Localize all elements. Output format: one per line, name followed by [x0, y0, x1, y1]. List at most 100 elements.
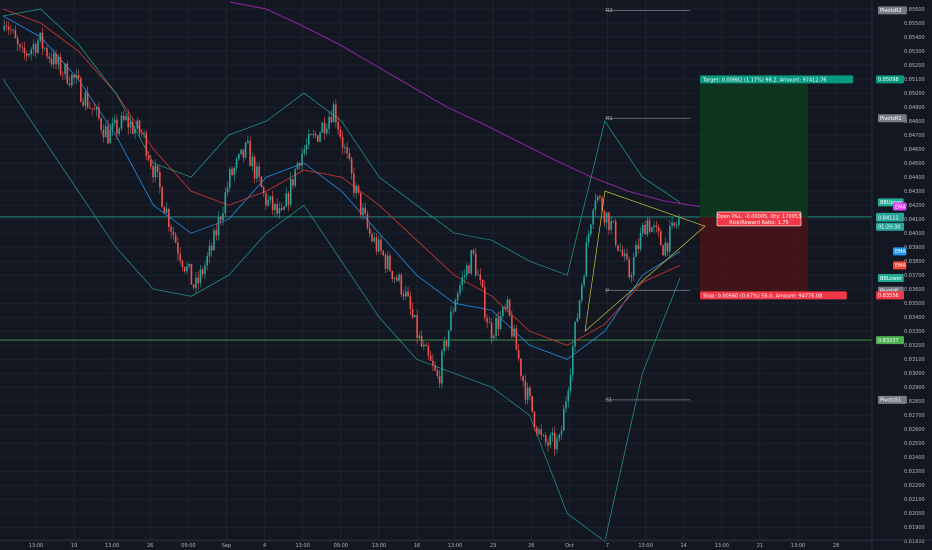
candle-body — [233, 167, 236, 175]
long-position-tool[interactable]: Target: 0.00982 (1.17%) 98.2, Amount: 97… — [700, 75, 854, 300]
candle-body — [565, 401, 567, 409]
candle-body — [188, 263, 190, 267]
candle-body — [120, 115, 123, 129]
price-tag: EMA — [893, 261, 907, 270]
candle-body — [283, 206, 285, 210]
candle-body — [267, 199, 269, 206]
price-tag: 0.83556 — [876, 291, 904, 300]
candle-body — [461, 277, 464, 286]
candle-body — [39, 32, 42, 41]
candle-body — [197, 277, 199, 284]
candle-body — [594, 200, 597, 211]
price-tick-label: 0.84300 — [904, 189, 925, 195]
candle-body — [653, 225, 655, 228]
candle-body — [427, 346, 430, 356]
price-tag-box — [878, 395, 907, 404]
price-tick-label: 0.84700 — [904, 133, 925, 139]
candle-body — [66, 63, 69, 84]
candle-body — [657, 227, 660, 232]
candle-body — [206, 256, 209, 266]
candle-body — [278, 208, 281, 214]
candle-body — [522, 376, 524, 382]
candle-body — [7, 26, 10, 30]
price-tick-label: 0.83900 — [904, 245, 925, 251]
candle-body — [484, 287, 486, 318]
candle-body — [23, 47, 26, 54]
bb-lower-line — [2, 78, 681, 543]
pnl-label: Open P&L: -0.00005, Qty: 170953Risk/Rewa… — [716, 211, 802, 227]
candle-body — [630, 275, 633, 278]
candle-body — [95, 107, 98, 110]
candle-body — [222, 213, 224, 221]
candle-body — [382, 250, 385, 256]
price-tick-label: 0.82900 — [904, 385, 925, 391]
candle-body — [560, 430, 563, 435]
price-tag-box — [876, 75, 904, 84]
candle-body — [235, 158, 238, 168]
target-label-box — [700, 75, 854, 84]
candle-body — [19, 44, 21, 48]
candle-body — [10, 29, 12, 31]
candle-body — [357, 185, 360, 193]
candle-body — [628, 259, 631, 278]
candle-body — [389, 255, 391, 272]
candle-body — [502, 307, 504, 316]
price-tag-text: BBLower — [880, 276, 903, 282]
candle-body — [371, 233, 373, 242]
candle-body — [348, 153, 351, 159]
price-tick-label: 0.85500 — [904, 21, 925, 27]
candle-body — [513, 328, 515, 337]
candle-body — [262, 187, 265, 194]
price-tag-box — [878, 274, 904, 283]
price-tag-box — [876, 336, 904, 345]
pivot-label: P — [606, 288, 609, 294]
candle-body — [547, 442, 549, 446]
candle-body — [486, 317, 488, 323]
candle-body — [429, 355, 432, 361]
price-tick-label: 0.84200 — [904, 203, 925, 209]
time-tick-label: 26 — [528, 543, 534, 549]
candle-body — [129, 122, 132, 128]
price-tag-text: PivotsR1 — [880, 116, 902, 122]
candle-body — [416, 315, 418, 338]
price-tag-box — [893, 261, 907, 270]
candle-body — [46, 48, 48, 57]
candle-body — [294, 169, 297, 186]
candle-body — [617, 244, 619, 251]
candle-body — [454, 300, 457, 312]
candle-body — [238, 154, 240, 159]
time-tick-label: 13:00 — [29, 543, 43, 549]
candle-body — [258, 166, 260, 177]
candle-body — [418, 335, 421, 338]
candle-body — [80, 78, 82, 102]
candle-body — [341, 137, 344, 148]
candle-body — [346, 147, 348, 154]
candle-body — [125, 116, 127, 120]
candle-body — [599, 196, 601, 198]
candle-body — [405, 291, 407, 297]
candle-body — [50, 58, 53, 65]
candle-body — [156, 165, 159, 172]
candle-body — [186, 266, 188, 272]
time-tick-label: 23 — [490, 543, 496, 549]
candle-body — [619, 249, 621, 251]
candle-body — [549, 435, 552, 446]
candle-body — [366, 213, 369, 228]
candle-body — [143, 132, 145, 134]
time-tick-label: 14 — [681, 543, 687, 549]
candle-body — [140, 133, 143, 135]
candle-body — [204, 265, 206, 275]
candle-body — [353, 173, 355, 194]
candle-body — [414, 315, 416, 318]
candle-body — [256, 166, 258, 179]
candle-body — [195, 277, 197, 288]
candle-body — [247, 141, 249, 143]
candle-body — [138, 120, 141, 134]
price-tick-label: 0.85000 — [904, 91, 925, 97]
candle-body — [82, 101, 84, 106]
price-tick-label: 0.84100 — [904, 217, 925, 223]
candle-body — [621, 249, 624, 257]
triangle-drawing[interactable] — [584, 190, 706, 332]
time-axis[interactable]: 13:00 19 13:00 26 09:00 Sep 4 13:00 09:00 13:00 16… — [0, 539, 932, 549]
